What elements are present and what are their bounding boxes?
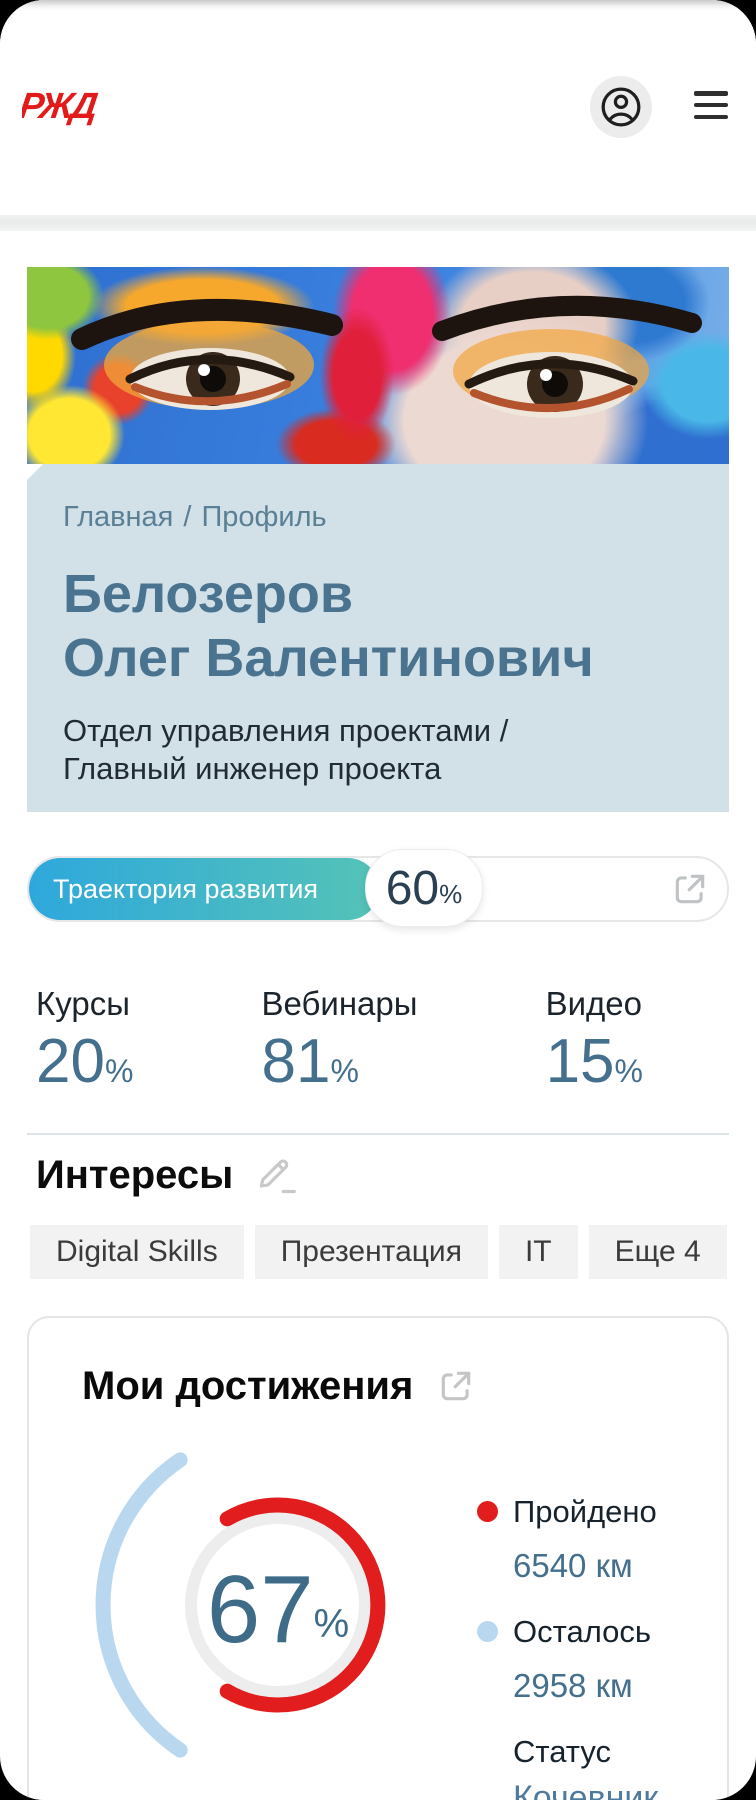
donut-track-ring	[185, 1512, 371, 1698]
donut-legend: Пройдено 6540 км Осталось 2958 км Статус	[477, 1494, 658, 1800]
header-divider-band	[0, 215, 756, 231]
user-first-middle-name: Олег Валентинович	[63, 628, 594, 688]
stat-value: 81	[261, 1027, 331, 1096]
legend-item-passed: Пройдено 6540 км	[477, 1494, 658, 1586]
stat-courses: Курсы 20%	[36, 984, 133, 1105]
user-job: Отдел управления проектами / Главный инж…	[63, 712, 693, 788]
section-divider	[27, 1133, 729, 1135]
breadcrumb-separator: /	[183, 501, 192, 533]
tag-presentation[interactable]: Презентация	[254, 1225, 488, 1279]
status-block: Статус Кочевник	[513, 1734, 658, 1800]
learning-stats: Курсы 20% Вебинары 81% Видео 15%	[27, 984, 729, 1105]
legend-label: Осталось	[513, 1614, 652, 1649]
external-link-icon[interactable]	[437, 1367, 475, 1405]
stat-value: 20	[36, 1027, 105, 1096]
status-value: Кочевник	[513, 1779, 659, 1800]
status-label: Статус	[513, 1734, 611, 1769]
donut-remaining-arc	[95, 1452, 188, 1758]
lightblue-dot-icon	[477, 1621, 498, 1642]
user-full-name: Белозеров Олег Валентинович	[63, 562, 693, 690]
user-last-name: Белозеров	[63, 564, 354, 624]
stat-label: Вебинары	[261, 985, 418, 1022]
painted-eyes-art	[71, 295, 702, 418]
screen-top-edge	[0, 0, 756, 10]
legend-value: 2958 км	[513, 1667, 633, 1704]
stat-webinars: Вебинары 81%	[262, 984, 418, 1105]
progress-value-badge: 60 %	[365, 849, 483, 927]
development-trajectory-progressbar[interactable]: Траектория развития 60 %	[27, 849, 729, 927]
donut-percent-value: 67	[206, 1556, 314, 1663]
stat-value: 15	[545, 1027, 615, 1096]
legend-item-remaining: Осталось 2958 км	[477, 1614, 658, 1706]
svg-text:РЖД: РЖД	[22, 85, 100, 126]
achievements-card: Мои достижения	[27, 1316, 729, 1800]
stat-percent-sign: %	[614, 1053, 643, 1089]
stat-label: Видео	[545, 985, 642, 1022]
tag-more[interactable]: Еще 4	[588, 1225, 727, 1279]
stat-label: Курсы	[36, 985, 130, 1022]
donut-passed-arc	[219, 1497, 386, 1713]
progress-fill: Траектория развития	[29, 858, 379, 920]
rzd-logo: РЖД	[22, 85, 100, 126]
achievements-title: Мои достижения	[82, 1364, 414, 1408]
hamburger-menu-icon[interactable]	[694, 91, 728, 119]
interests-tags: Digital Skills Презентация IT Еще 4	[27, 1225, 729, 1279]
pencil-icon[interactable]	[255, 1155, 299, 1195]
external-link-icon[interactable]	[671, 870, 709, 908]
distance-donut-chart: 67 %	[93, 1420, 463, 1790]
interests-title: Интересы	[36, 1153, 234, 1197]
user-position: Главный инженер проекта	[63, 751, 442, 786]
red-dot-icon	[477, 1501, 498, 1522]
hero-banner-painted-face	[27, 267, 729, 464]
stat-percent-sign: %	[104, 1053, 134, 1089]
tag-it[interactable]: IT	[498, 1225, 578, 1279]
legend-label: Пройдено	[513, 1494, 657, 1529]
donut-percent-sign: %	[313, 1602, 350, 1646]
stat-percent-sign: %	[330, 1053, 359, 1089]
progress-label: Траектория развития	[53, 873, 319, 904]
breadcrumb: Главная / Профиль	[63, 500, 693, 534]
progress-percent-sign: %	[439, 878, 463, 909]
donut-percent: 67 %	[207, 1562, 349, 1658]
breadcrumb-current: Профиль	[201, 501, 327, 533]
user-department: Отдел управления проектами /	[63, 713, 509, 748]
stat-videos: Видео 15%	[546, 984, 643, 1105]
breadcrumb-home-link[interactable]: Главная	[63, 501, 174, 533]
legend-value: 6540 км	[513, 1547, 633, 1584]
profile-summary-panel: Главная / Профиль Белозеров Олег Валентино…	[27, 464, 729, 812]
progress-value: 60	[385, 861, 440, 915]
profile-button[interactable]	[590, 76, 652, 138]
tag-digital-skills[interactable]: Digital Skills	[30, 1225, 244, 1279]
user-circle-icon	[601, 87, 641, 127]
app-header: РЖД	[0, 0, 756, 215]
